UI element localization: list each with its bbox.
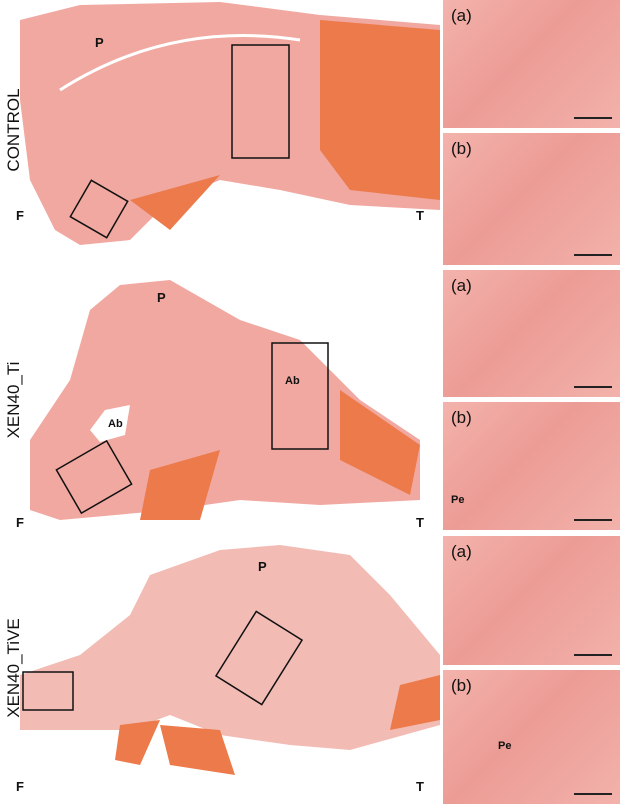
scale-bar — [574, 117, 612, 119]
scale-bar — [574, 386, 612, 388]
scale-bar — [574, 793, 612, 795]
scale-bar — [574, 254, 612, 256]
inset-box-b — [69, 179, 129, 239]
label-ab: Ab — [108, 418, 123, 430]
xen40-tive-main-section: P F T — [16, 535, 440, 804]
label-t: T — [416, 515, 424, 530]
xen40-tive-inset-b: (b) Pe — [443, 670, 620, 804]
xen40-ti-inset-a: (a) — [443, 270, 620, 397]
inset-box-a — [214, 610, 304, 706]
inset-box-a — [231, 44, 290, 159]
inset-box-b — [55, 439, 133, 515]
control-inset-a: (a) — [443, 0, 620, 128]
xen40-tive-inset-a: (a) — [443, 536, 620, 665]
label-f: F — [16, 515, 24, 530]
label-p: P — [157, 290, 166, 305]
label-ab: Ab — [285, 375, 300, 387]
label-t: T — [416, 208, 424, 223]
xen40-tive-tissue-image — [20, 545, 440, 775]
label-p: P — [95, 35, 104, 50]
inset-box-a — [271, 342, 329, 450]
xen40-ti-tissue-image — [30, 280, 420, 520]
xen40-ti-inset-b: (b) Pe — [443, 402, 620, 530]
label-t: T — [416, 779, 424, 794]
inset-box-b — [22, 671, 74, 711]
xen40-ti-main-section: P Ab Ab F T — [16, 270, 440, 530]
control-tissue-image — [20, 2, 440, 245]
control-inset-b: (b) — [443, 133, 620, 265]
label-f: F — [16, 779, 24, 794]
control-main-section: P F T — [16, 0, 440, 260]
scale-bar — [574, 519, 612, 521]
scale-bar — [574, 654, 612, 656]
label-p: P — [258, 559, 267, 574]
label-f: F — [16, 208, 24, 223]
